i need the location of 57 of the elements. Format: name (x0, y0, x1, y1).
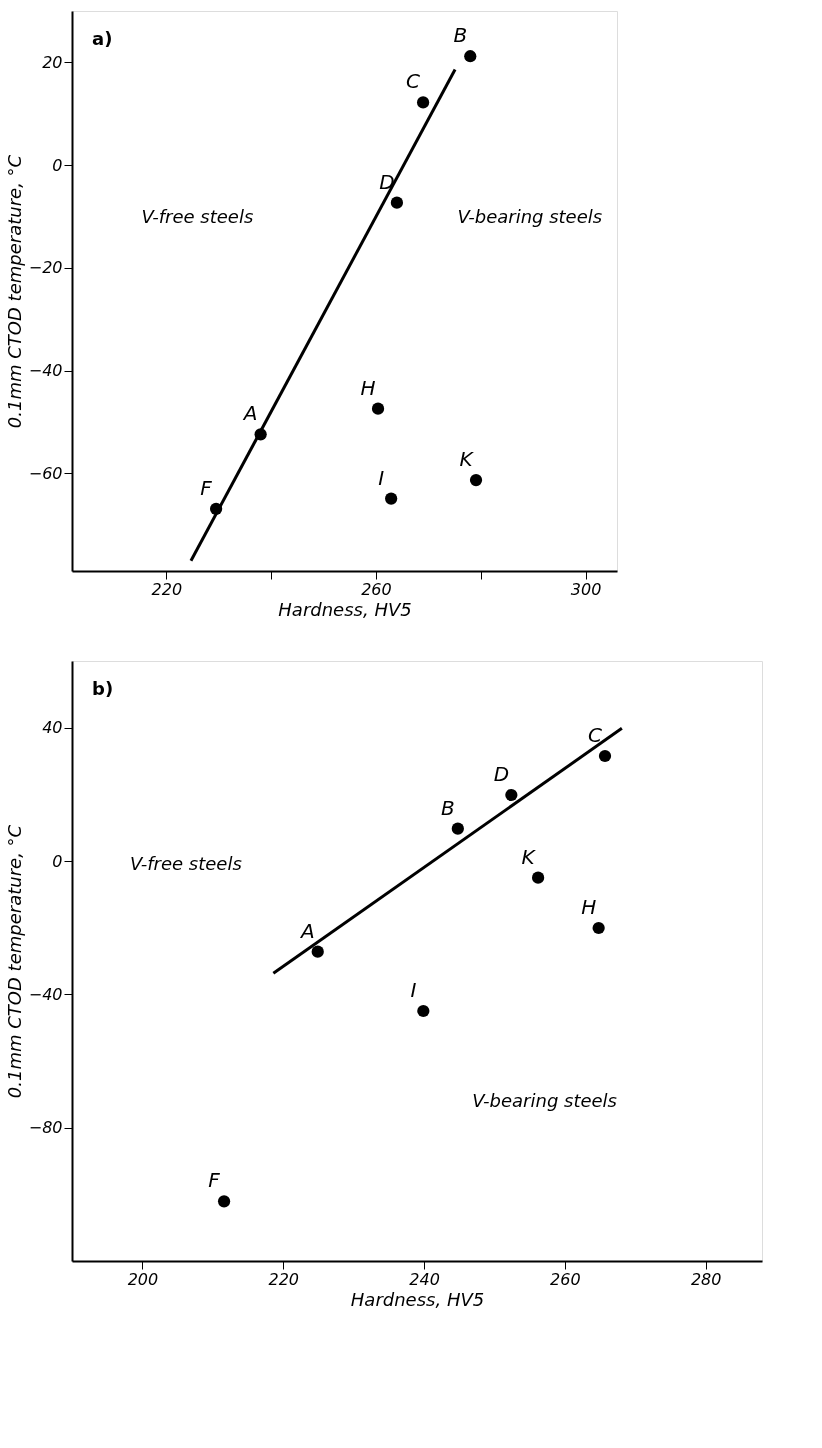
annotation: H (581, 895, 597, 919)
point (464, 50, 477, 63)
y-tick-label: 0 (52, 155, 63, 175)
x-tick-label: 240 (409, 1269, 440, 1289)
annotation: V-bearing steels (472, 1090, 617, 1111)
annotation: F (208, 1168, 221, 1193)
y-tick-label: −20 (28, 258, 63, 278)
y-axis-title: 0.1mm CTOD temperature, °C (3, 824, 25, 1099)
text: a) (92, 28, 113, 49)
annotation: K (459, 447, 475, 472)
x-tick-label: 220 (268, 1269, 299, 1289)
point (505, 788, 518, 802)
annotation: D (493, 762, 510, 786)
annotation: I (378, 465, 385, 490)
annotation: B (453, 23, 468, 48)
y-tick-label: −40 (28, 361, 63, 381)
y-tick-label: −60 (28, 463, 63, 483)
x-tick-label: 280 (690, 1269, 722, 1289)
point (531, 871, 545, 884)
x-tick-label: 300 (570, 579, 602, 599)
x-tick-label: 260 (361, 579, 392, 599)
annotation: B (440, 795, 455, 820)
annotation: C (588, 723, 603, 747)
x-tick-label: 220 (151, 579, 183, 599)
point (371, 402, 385, 415)
annotation: I (410, 978, 417, 1002)
annotation: A (298, 918, 315, 943)
y-tick-label: −80 (28, 1118, 63, 1138)
annotation: H (360, 375, 376, 400)
y-tick-label: 40 (42, 718, 63, 738)
y-tick-label: −40 (28, 984, 63, 1004)
x-axis-title: Hardness, HV5 (278, 598, 412, 620)
text: b) (92, 678, 114, 699)
y-tick-label: 20 (42, 52, 63, 72)
annotation: V-bearing steels (457, 206, 603, 228)
annotation: V-free steels (129, 853, 242, 874)
x-axis-title: Hardness, HV5 (350, 1288, 485, 1310)
point (417, 1004, 430, 1018)
annotation: C (406, 69, 421, 94)
point (451, 822, 464, 835)
y-tick-label: 0 (52, 851, 63, 871)
point (390, 196, 404, 209)
x-tick-label: 200 (127, 1269, 159, 1289)
point (311, 945, 324, 958)
annotation: V-free steels (141, 206, 254, 228)
annotation: F (200, 475, 213, 500)
point (592, 921, 605, 935)
point (598, 749, 612, 763)
annotation: D (379, 169, 395, 194)
annotation: K (521, 844, 537, 869)
x-tick-label: 260 (550, 1269, 581, 1289)
y-axis-title: 0.1mm CTOD temperature, °C (3, 154, 25, 429)
point (217, 1195, 231, 1208)
point (385, 492, 398, 505)
point (416, 96, 430, 109)
annotation: A (241, 401, 258, 426)
point (469, 473, 483, 487)
